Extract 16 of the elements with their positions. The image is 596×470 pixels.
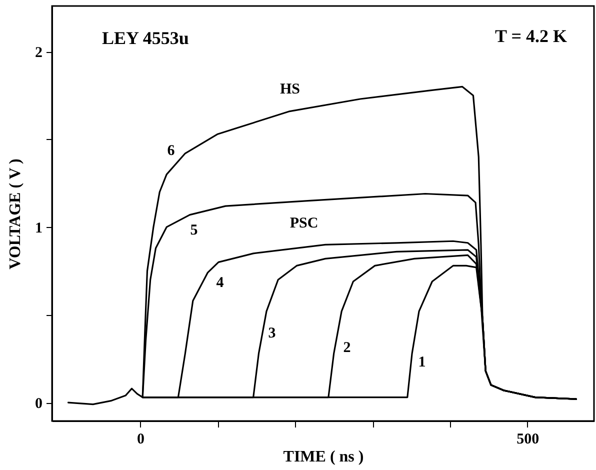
y-tick-label: 2 — [35, 45, 42, 62]
annotation: T = 4.2 K — [495, 26, 567, 46]
annotation: 5 — [190, 222, 198, 239]
annotation: 1 — [418, 354, 426, 371]
annotation: HS — [280, 82, 300, 98]
x-axis-title: TIME ( ns ) — [283, 448, 364, 466]
annotation: 2 — [343, 340, 351, 356]
annotation: 6 — [167, 142, 176, 159]
x-tick-label: 500 — [516, 432, 540, 448]
y-tick-label: 0 — [35, 396, 42, 412]
annotation: LEY 4553u — [102, 28, 189, 48]
annotation: PSC — [290, 216, 318, 232]
y-axis-title: VOLTAGE ( V ) — [7, 158, 24, 270]
annotation: 4 — [216, 275, 224, 292]
annotation: 3 — [268, 326, 276, 342]
y-tick-label: 1 — [35, 220, 42, 237]
